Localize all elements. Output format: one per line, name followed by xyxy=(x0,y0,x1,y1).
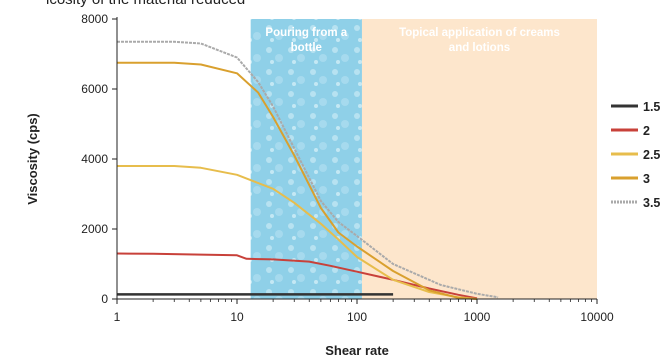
legend-label: 3.5 xyxy=(643,196,660,210)
series-line-2-5 xyxy=(117,165,478,300)
region-label: and lotions xyxy=(449,42,510,54)
legend-label: 2 xyxy=(643,124,650,138)
y-axis-title: Viscosity (cps) xyxy=(25,113,40,205)
region-label: Pouring from a xyxy=(265,27,347,39)
y-tick-label: 4000 xyxy=(81,152,108,166)
region-topical xyxy=(361,19,597,299)
y-tick-label: 6000 xyxy=(81,82,108,96)
x-tick-label: 1000 xyxy=(464,310,491,324)
x-axis-title: Shear rate xyxy=(325,343,389,358)
legend: 1.5 2 2.5 3 3.5 xyxy=(611,100,660,210)
series-line-3-5 xyxy=(117,40,499,299)
x-tick-label: 10000 xyxy=(580,310,614,324)
series-lines xyxy=(116,40,499,300)
x-tick-label: 100 xyxy=(347,310,367,324)
region-label: Topical application of creams xyxy=(399,27,560,39)
legend-label: 1.5 xyxy=(643,100,660,114)
series-line-2 xyxy=(116,252,478,300)
legend-label: 2.5 xyxy=(643,148,660,162)
x-tick-label: 1 xyxy=(114,310,121,324)
region-label: bottle xyxy=(291,42,322,54)
region-pouring xyxy=(250,19,362,299)
legend-label: 3 xyxy=(643,172,650,186)
shaded-regions: Pouring from a bottle Topical application … xyxy=(250,19,597,299)
cropped-caption: lcosity of the material reduced xyxy=(46,0,245,8)
axes: 0 2000 4000 6000 8000 1 10 100 1000 10000 Shear ra… xyxy=(25,12,614,358)
series-line-3 xyxy=(117,61,478,300)
y-tick-label: 0 xyxy=(101,292,108,306)
y-tick-label: 2000 xyxy=(81,222,108,236)
y-tick-label: 8000 xyxy=(81,12,108,26)
x-tick-label: 10 xyxy=(230,310,244,324)
